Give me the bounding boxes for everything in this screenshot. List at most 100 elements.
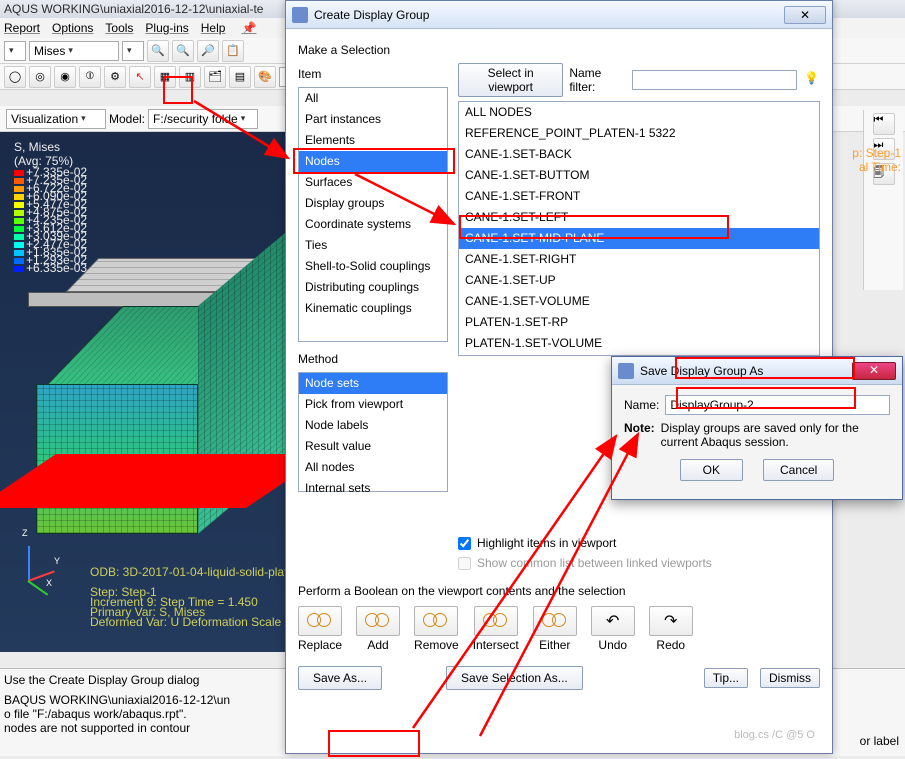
magnify-plus-icon-2[interactable]: 🔍 bbox=[172, 40, 194, 62]
boolean-buttons-row: ReplaceAddRemoveIntersectEither↶Undo↷Red… bbox=[298, 606, 820, 652]
item-row[interactable]: Distributing couplings bbox=[299, 277, 447, 298]
method-row[interactable]: Internal sets bbox=[299, 478, 447, 499]
set-row[interactable]: CANE-1.SET-LEFT bbox=[459, 207, 819, 228]
module-select[interactable]: Visualization bbox=[6, 109, 106, 129]
item-row[interactable]: Kinematic couplings bbox=[299, 298, 447, 319]
node-sets-list[interactable]: ALL NODESREFERENCE_POINT_PLATEN-1 5322CA… bbox=[458, 101, 820, 356]
watermark: blog.cs /C @5 O bbox=[734, 729, 815, 741]
set-row[interactable]: CANE-1.SET-MID-PLANE bbox=[459, 228, 819, 249]
toolbar-dropdown-2[interactable] bbox=[122, 41, 144, 61]
mises-select[interactable]: Mises bbox=[29, 41, 119, 61]
method-row[interactable]: Node sets bbox=[299, 373, 447, 394]
select-in-viewport-button[interactable]: Select in viewport bbox=[458, 63, 563, 97]
set-row[interactable]: CANE-1.SET-BUTTOM bbox=[459, 165, 819, 186]
legend: S, Mises (Avg: 75%) +7.335e-02+7.235e-02… bbox=[14, 140, 114, 272]
save-display-group-dialog: Save Display Group As ✕ Name: Note: Disp… bbox=[611, 356, 903, 500]
item-row[interactable]: Nodes bbox=[299, 151, 447, 172]
item-row[interactable]: Coordinate systems bbox=[299, 214, 447, 235]
bool-undo-button[interactable]: ↶ bbox=[591, 606, 635, 636]
right-toolbar: ⏮ ⏭ 🗐 bbox=[863, 110, 903, 290]
set-row[interactable]: CANE-1.SET-BACK bbox=[459, 144, 819, 165]
annotation-box bbox=[163, 76, 193, 104]
model-path-select[interactable]: F:/security folde bbox=[148, 109, 258, 129]
set-row[interactable]: CANE-1.SET-RIGHT bbox=[459, 249, 819, 270]
common-checkbox-row: Show common list between linked viewport… bbox=[458, 556, 820, 570]
menu-help[interactable]: Help bbox=[201, 21, 226, 35]
palette-icon[interactable]: 🎨 bbox=[254, 66, 276, 88]
dismiss-button[interactable]: Dismiss bbox=[760, 668, 820, 688]
menu-plugins[interactable]: Plug-ins bbox=[145, 21, 188, 35]
layout-icon[interactable]: ▤ bbox=[229, 66, 251, 88]
set-row[interactable]: CANE-1.SET-UP bbox=[459, 270, 819, 291]
item-header: Item bbox=[298, 67, 448, 81]
circle-icon[interactable]: ◯ bbox=[4, 66, 26, 88]
method-row[interactable]: All nodes bbox=[299, 457, 447, 478]
common-checkbox bbox=[458, 557, 471, 570]
bool-either-button[interactable] bbox=[533, 606, 577, 636]
toolbar-dropdown[interactable] bbox=[4, 41, 26, 61]
set-row[interactable]: REFERENCE_POINT_PLATEN-1 5322 bbox=[459, 123, 819, 144]
model-label: Model: bbox=[109, 112, 145, 126]
close-button[interactable]: ✕ bbox=[784, 6, 826, 24]
set-row[interactable]: PLATEN-1.SET-RP bbox=[459, 312, 819, 333]
set-row[interactable]: PLATEN-1.SET-VOLUME bbox=[459, 333, 819, 354]
method-row[interactable]: Result value bbox=[299, 436, 447, 457]
item-row[interactable]: Display groups bbox=[299, 193, 447, 214]
prev-icon[interactable]: ⏮ bbox=[873, 113, 895, 135]
cancel-button[interactable]: Cancel bbox=[763, 459, 834, 481]
magnify-icon[interactable]: 🔎 bbox=[197, 40, 219, 62]
item-row[interactable]: Surfaces bbox=[299, 172, 447, 193]
set-row[interactable]: CANE-1.SET-FRONT bbox=[459, 186, 819, 207]
method-row[interactable]: Node labels bbox=[299, 415, 447, 436]
item-row[interactable]: Part instances bbox=[299, 109, 447, 130]
method-row[interactable]: Pick from viewport bbox=[299, 394, 447, 415]
item-row[interactable]: Ties bbox=[299, 235, 447, 256]
magnify-plus-icon[interactable]: 🔍 bbox=[147, 40, 169, 62]
method-header: Method bbox=[298, 352, 448, 366]
step-info: p: Step-1 al Time: bbox=[852, 146, 901, 174]
item-list[interactable]: AllPart instancesElementsNodesSurfacesDi… bbox=[298, 87, 448, 342]
item-row[interactable]: Shell-to-Solid couplings bbox=[299, 256, 447, 277]
item-row[interactable]: All bbox=[299, 88, 447, 109]
bool-add-button[interactable] bbox=[356, 606, 400, 636]
name-filter-label: Name filter: bbox=[569, 66, 626, 94]
note-text: Display groups are saved only for the cu… bbox=[661, 421, 890, 449]
dialog-title: Create Display Group bbox=[314, 8, 429, 22]
bool-replace-button[interactable] bbox=[298, 606, 342, 636]
name-label: Name: bbox=[624, 398, 659, 412]
save-as-button[interactable]: Save As... bbox=[298, 666, 382, 690]
hint-icon[interactable]: 💡 bbox=[803, 71, 820, 89]
name-filter-input[interactable] bbox=[632, 70, 797, 90]
save-selection-as-button[interactable]: Save Selection As... bbox=[446, 666, 583, 690]
circle3-icon[interactable]: ◉ bbox=[54, 66, 76, 88]
menu-tools[interactable]: Tools bbox=[105, 21, 133, 35]
dialog-icon bbox=[292, 7, 308, 23]
set-row[interactable]: CANE-1.SET-VOLUME bbox=[459, 291, 819, 312]
highlight-checkbox-row[interactable]: Highlight items in viewport bbox=[458, 536, 820, 550]
highlight-checkbox[interactable] bbox=[458, 537, 471, 550]
name-input[interactable] bbox=[665, 395, 890, 415]
set-row[interactable]: ALL NODES bbox=[459, 102, 819, 123]
note-label: Note: bbox=[624, 421, 655, 435]
make-selection-label: Make a Selection bbox=[298, 43, 820, 57]
method-list[interactable]: Node setsPick from viewportNode labelsRe… bbox=[298, 372, 448, 492]
bool-redo-button[interactable]: ↷ bbox=[649, 606, 693, 636]
circles-icon[interactable]: ◎ bbox=[29, 66, 51, 88]
sub-dialog-icon bbox=[618, 363, 634, 379]
tip-button[interactable]: Tip... bbox=[704, 668, 748, 688]
menu-options[interactable]: Options bbox=[52, 21, 93, 35]
bool-intersect-button[interactable] bbox=[474, 606, 518, 636]
sub-close-button[interactable]: ✕ bbox=[852, 362, 896, 380]
bool-remove-button[interactable] bbox=[414, 606, 458, 636]
arrow-icon[interactable]: ↖ bbox=[129, 66, 151, 88]
gear-icon[interactable]: ⚙ bbox=[104, 66, 126, 88]
menu-report[interactable]: Report bbox=[4, 21, 40, 35]
display-group-icon[interactable]: 🗂 bbox=[204, 66, 226, 88]
tree-icon[interactable]: 📋 bbox=[222, 40, 244, 62]
venn-icon[interactable]: ⦶ bbox=[79, 66, 101, 88]
triad-xyz: Z Y X bbox=[22, 532, 82, 592]
boolean-label: Perform a Boolean on the viewport conten… bbox=[298, 584, 820, 598]
ok-button[interactable]: OK bbox=[680, 459, 743, 481]
item-row[interactable]: Elements bbox=[299, 130, 447, 151]
sub-dialog-title: Save Display Group As bbox=[640, 364, 763, 378]
